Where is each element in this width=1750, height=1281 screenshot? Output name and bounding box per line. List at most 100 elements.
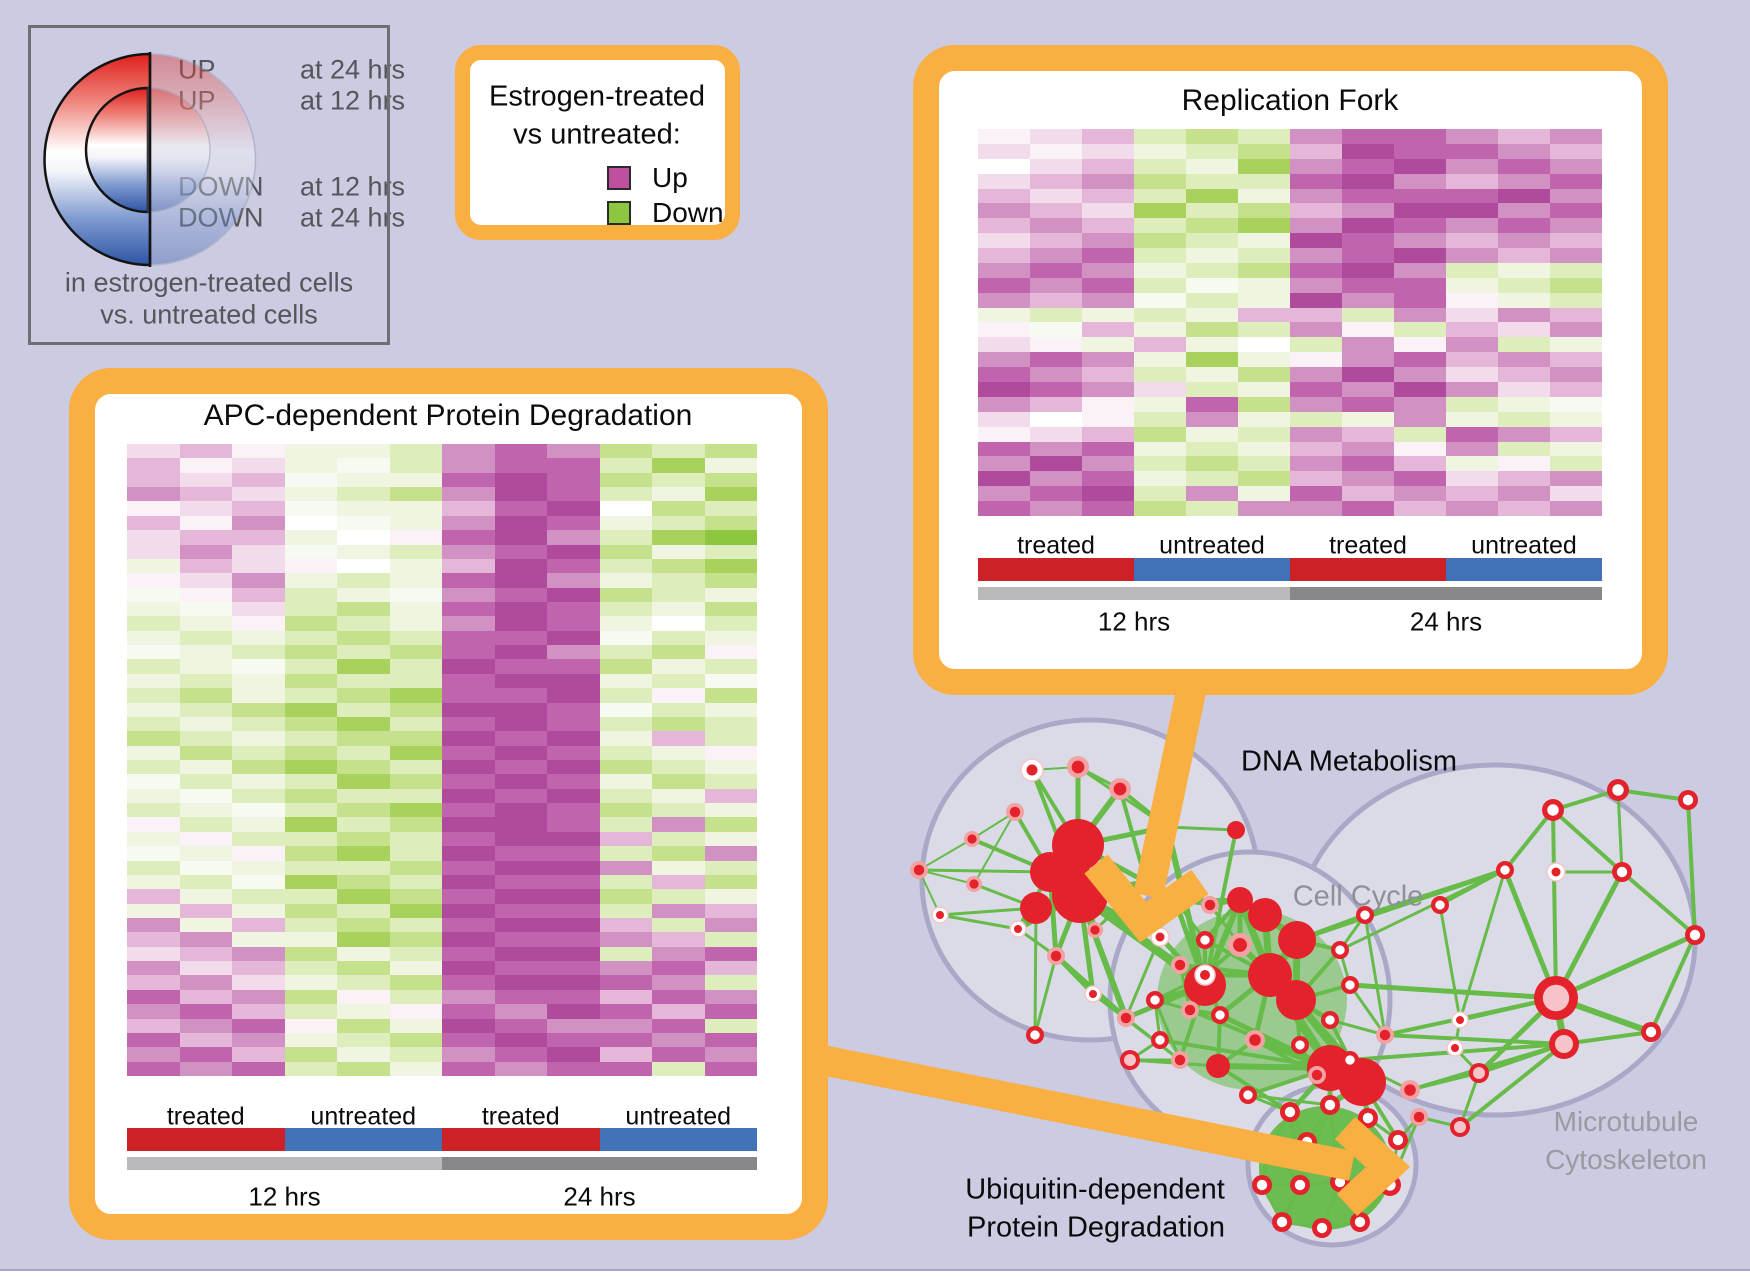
heatmap-cell: [704, 1047, 757, 1062]
heatmap-cell: [1290, 248, 1342, 263]
network-edge: [1553, 869, 1625, 1001]
heatmap-cell: [1082, 188, 1134, 204]
heatmap-cell: [494, 716, 547, 732]
estrogen-legend-title-line1: Estrogen-treated: [488, 80, 706, 113]
heatmap-cell: [1186, 501, 1238, 516]
heatmap-cell: [652, 616, 705, 631]
rf-group-label-untreated: untreated: [1159, 531, 1265, 560]
heatmap-cell: [599, 817, 652, 832]
heatmap-cell: [1550, 203, 1602, 219]
heatmap-cell: [442, 759, 495, 775]
down-color-swatch: [607, 201, 631, 225]
heatmap-cell: [389, 630, 442, 646]
heatmap-cell: [337, 917, 390, 933]
heatmap-cell: [494, 501, 547, 516]
heatmap-cell: [978, 143, 1030, 159]
heatmap-cell: [599, 558, 652, 574]
heatmap-cell: [1342, 456, 1394, 472]
heatmap-cell: [652, 946, 705, 962]
heatmap-cell: [704, 616, 757, 631]
apc-untreated-bar: [284, 1128, 442, 1151]
heatmap-cell: [284, 731, 337, 746]
heatmap-cell: [127, 961, 180, 976]
heatmap-cell: [127, 731, 180, 746]
heatmap-cell: [547, 515, 600, 531]
heatmap-cell: [547, 932, 600, 947]
heatmap-cell: [127, 1018, 180, 1033]
heatmap-cell: [442, 444, 495, 459]
heatmap-cell: [179, 1018, 232, 1033]
heatmap-cell: [494, 673, 547, 689]
heatmap-cell: [1134, 501, 1186, 516]
heatmap-cell: [1238, 456, 1290, 472]
heatmap-cell: [337, 817, 390, 832]
gene-node-donut-center: [1030, 1030, 1040, 1040]
heatmap-cell: [599, 1061, 652, 1076]
heatmap-cell: [1498, 352, 1550, 368]
heatmap-cell: [232, 601, 285, 617]
heatmap-cell: [337, 961, 390, 976]
heatmap-cell: [232, 716, 285, 732]
heatmap-cell: [337, 1032, 390, 1048]
heatmap-cell: [284, 932, 337, 947]
gene-node-pink-center: [1454, 1121, 1466, 1133]
heatmap-cell: [652, 1018, 705, 1033]
network-edge: [1246, 1093, 1332, 1107]
heatmap-cell: [127, 630, 180, 646]
heatmap-cell: [494, 803, 547, 818]
heatmap-cell: [494, 1004, 547, 1019]
heatmap-cell: [1550, 426, 1602, 442]
heatmap-cell: [547, 788, 600, 804]
heatmap-cell: [1030, 382, 1082, 397]
gene-node-core: [1311, 1069, 1323, 1081]
down-label: Down: [652, 197, 724, 228]
heatmap-cell: [179, 1047, 232, 1062]
apc-group-label-untreated: untreated: [310, 1102, 417, 1131]
heatmap-cell: [1186, 233, 1238, 249]
gene-node-core: [1089, 990, 1097, 998]
heatmap-cell: [704, 659, 757, 674]
gene-node-core: [1451, 1044, 1459, 1052]
heatmap-cell: [127, 774, 180, 789]
heatmap-cell: [652, 917, 705, 933]
heatmap-cell: [1082, 233, 1134, 249]
network-edge: [1616, 788, 1690, 802]
heatmap-cell: [179, 946, 232, 962]
heatmap-cell: [284, 1018, 337, 1033]
heatmap-cell: [652, 731, 705, 746]
gene-node-core: [1155, 932, 1165, 942]
heatmap-cell: [599, 788, 652, 804]
rf-untreated-bar: [1134, 558, 1290, 581]
heatmap-cell: [1446, 129, 1498, 144]
heatmap-cell: [652, 587, 705, 602]
heatmap-cell: [652, 831, 705, 847]
heatmap-cell: [1394, 248, 1446, 263]
heatmap-cell: [284, 874, 337, 890]
heatmap-cell: [389, 501, 442, 516]
gene-node-donut-center: [1612, 784, 1624, 796]
heatmap-cell: [978, 426, 1030, 442]
heatmap-cell: [704, 487, 757, 502]
heatmap-cell: [494, 1061, 547, 1076]
heatmap-cell: [494, 530, 547, 545]
heatmap-cell: [978, 441, 1030, 457]
heatmap-cell: [1134, 367, 1186, 383]
heatmap-cell: [599, 1032, 652, 1048]
heatmap-cell: [232, 472, 285, 488]
heatmap-cell: [1290, 456, 1342, 472]
heatmap-cell: [599, 1004, 652, 1019]
heatmap-cell: [284, 1032, 337, 1048]
heatmap-cell: [337, 989, 390, 1005]
gene-node-donut-center: [1150, 995, 1160, 1005]
heatmap-cell: [1498, 218, 1550, 234]
heatmap-cell: [1394, 471, 1446, 487]
heatmap-cell: [1342, 501, 1394, 516]
heatmap-cell: [1394, 292, 1446, 308]
heatmap-cell: [1394, 188, 1446, 204]
heatmap-cell: [652, 601, 705, 617]
heatmap-cell: [1394, 352, 1446, 368]
heatmap-cell: [232, 731, 285, 746]
heatmap-cell: [652, 759, 705, 775]
heatmap-cell: [1186, 396, 1238, 412]
heatmap-cell: [704, 946, 757, 962]
